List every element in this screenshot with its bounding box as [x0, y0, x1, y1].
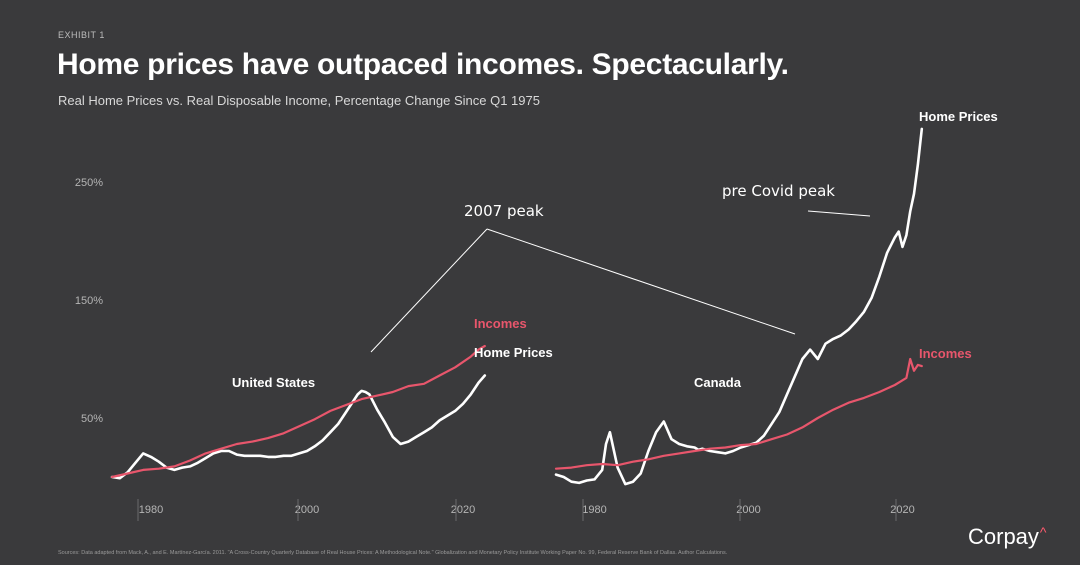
series-label: Home Prices [474, 345, 553, 360]
incomes-line-us [110, 344, 486, 479]
chart-title: Home prices have outpaced incomes. Spect… [57, 48, 789, 81]
x-tick-label: 1980 [139, 504, 163, 516]
corpay-logo: Corpay^ [968, 524, 1047, 550]
y-tick-label: 150% [75, 295, 103, 307]
y-tick-label: 250% [75, 177, 103, 189]
annotation-pointer-covid [807, 210, 871, 217]
incomes-line-canada [554, 357, 923, 470]
x-tick-label: 2020 [451, 504, 475, 516]
logo-text: Corpay [968, 524, 1039, 549]
source-footnote: Sources: Data adapted from Mack, A., and… [58, 550, 728, 556]
series-label: Incomes [919, 346, 972, 361]
annotation-2007-peak: 2007 peak [464, 202, 544, 220]
x-tick-label: 2000 [295, 504, 319, 516]
logo-caret-icon: ^ [1039, 524, 1047, 540]
home-prices-line-canada [554, 127, 924, 486]
country-label: Canada [694, 375, 742, 390]
annotation-pointer-us [370, 228, 488, 353]
chart-subtitle: Real Home Prices vs. Real Disposable Inc… [58, 93, 540, 108]
annotation-pre-covid-peak: pre Covid peak [722, 182, 835, 200]
y-tick-label: 50% [81, 413, 103, 425]
exhibit-label: EXHIBIT 1 [58, 30, 105, 40]
x-tick-label: 2020 [890, 504, 914, 516]
annotation-pointer-canada [486, 228, 796, 335]
series-label: Home Prices [919, 109, 998, 124]
x-tick-label: 2000 [736, 504, 760, 516]
country-label: United States [232, 375, 315, 390]
x-tick-label: 1980 [582, 504, 606, 516]
series-label: Incomes [474, 316, 527, 331]
home-prices-line-us [110, 374, 487, 480]
